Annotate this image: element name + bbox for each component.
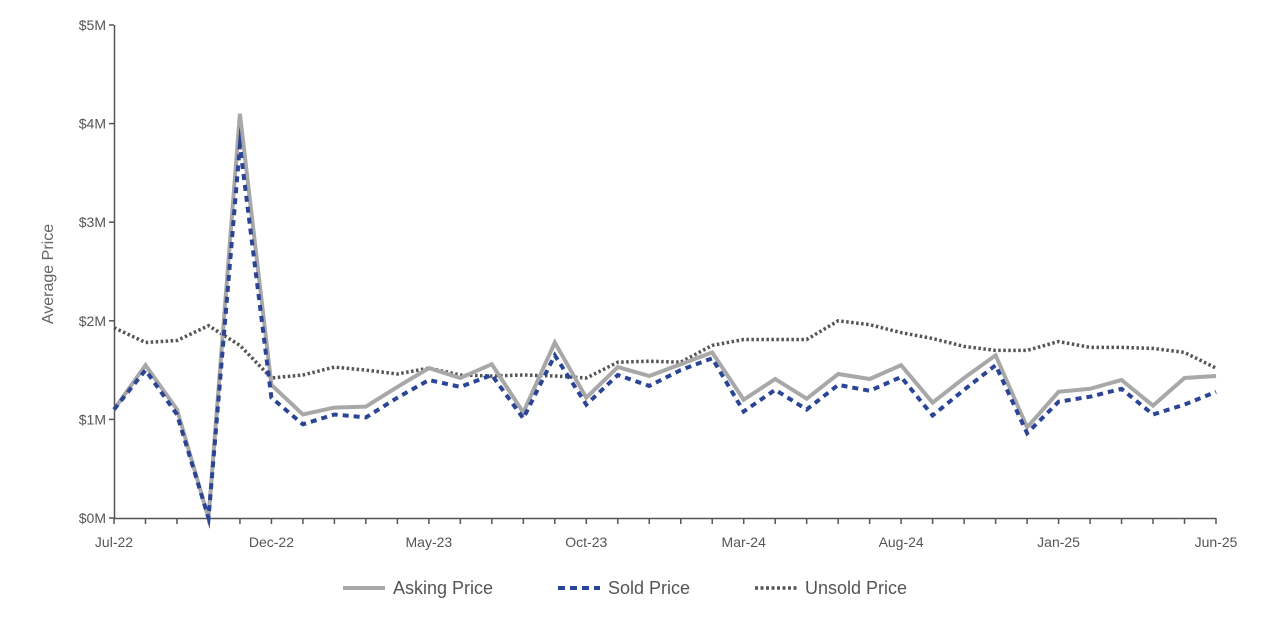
y-tick-label: $4M bbox=[79, 116, 106, 132]
series-line-asking-price bbox=[112, 113, 1217, 530]
x-tick-label: Jun-25 bbox=[1195, 534, 1238, 550]
legend-label: Sold Price bbox=[608, 578, 690, 598]
legend-label: Unsold Price bbox=[805, 578, 907, 598]
axes bbox=[113, 25, 1216, 520]
y-axis-title: Average Price bbox=[40, 224, 57, 324]
x-tick-label: Aug-24 bbox=[879, 534, 924, 550]
legend: Asking Price Sold Price Unsold Price bbox=[343, 578, 907, 598]
y-tick-label: $1M bbox=[79, 411, 106, 427]
y-tick-label: $3M bbox=[79, 214, 106, 230]
series-layer bbox=[112, 113, 1217, 530]
legend-label: Asking Price bbox=[393, 578, 493, 598]
y-tick-label: $5M bbox=[79, 17, 106, 33]
x-tick-label: Mar-24 bbox=[722, 534, 767, 550]
x-tick-label: May-23 bbox=[406, 534, 453, 550]
x-axis-ticks: Jul-22 Dec-22 May-23 Oct-23 Mar-24 Aug-24 Jan-… bbox=[95, 518, 1238, 550]
y-tick-label: $2M bbox=[79, 313, 106, 329]
x-tick-label: Jul-22 bbox=[95, 534, 133, 550]
x-tick-label: Dec-22 bbox=[249, 534, 294, 550]
y-tick-label: $0M bbox=[79, 510, 106, 526]
x-tick-label: Jan-25 bbox=[1037, 534, 1080, 550]
x-tick-label: Oct-23 bbox=[565, 534, 607, 550]
series-line-sold-price bbox=[112, 126, 1217, 529]
y-axis-ticks: $0M $1M $2M $3M $4M $5M bbox=[79, 17, 114, 526]
